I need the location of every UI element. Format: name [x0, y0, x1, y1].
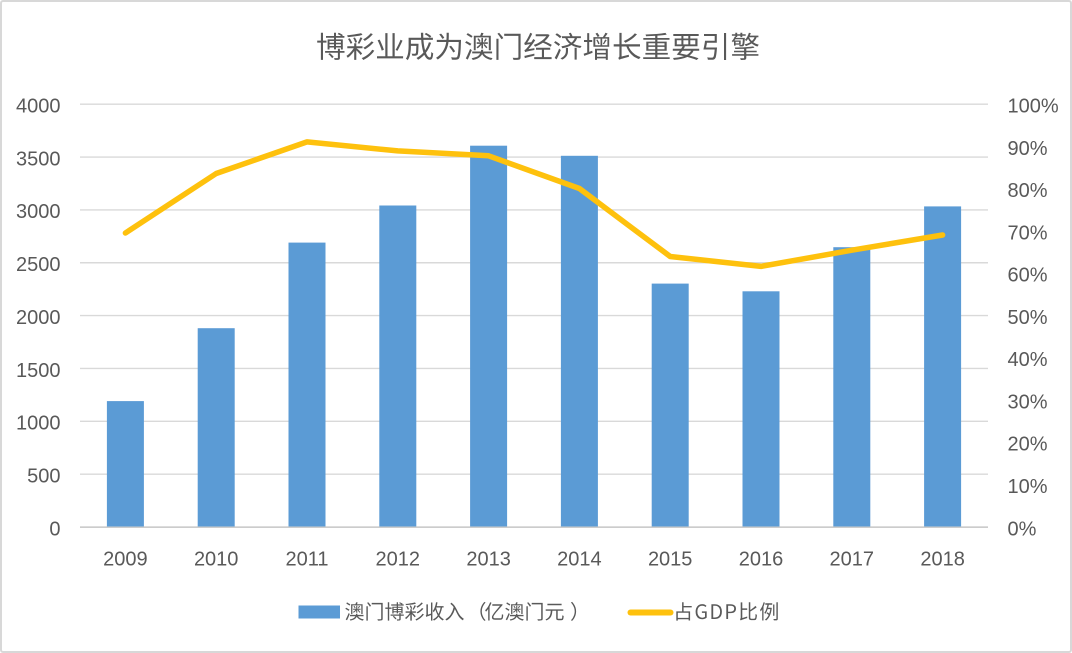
svg-text:1000: 1000 — [16, 413, 61, 435]
svg-text:2015: 2015 — [648, 548, 693, 570]
svg-text:40%: 40% — [1008, 349, 1048, 371]
svg-text:2018: 2018 — [920, 548, 965, 570]
svg-text:90%: 90% — [1008, 138, 1048, 160]
svg-text:2500: 2500 — [16, 254, 61, 276]
svg-text:1500: 1500 — [16, 360, 61, 382]
svg-text:2017: 2017 — [830, 548, 875, 570]
svg-text:70%: 70% — [1008, 222, 1048, 244]
svg-text:30%: 30% — [1008, 392, 1048, 414]
svg-text:500: 500 — [27, 465, 60, 487]
svg-text:10%: 10% — [1008, 476, 1048, 498]
svg-text:50%: 50% — [1008, 307, 1048, 329]
svg-text:2011: 2011 — [285, 548, 328, 570]
svg-text:2014: 2014 — [557, 548, 602, 570]
svg-text:20%: 20% — [1008, 434, 1048, 456]
svg-text:3500: 3500 — [16, 148, 61, 170]
svg-text:2013: 2013 — [466, 548, 511, 570]
svg-text:2012: 2012 — [376, 548, 421, 570]
svg-text:0%: 0% — [1008, 518, 1037, 540]
svg-text:4000: 4000 — [16, 96, 61, 118]
svg-text:60%: 60% — [1008, 265, 1048, 287]
svg-text:3000: 3000 — [16, 201, 61, 223]
svg-text:2000: 2000 — [16, 307, 61, 329]
svg-text:0: 0 — [49, 518, 60, 540]
svg-text:80%: 80% — [1008, 180, 1048, 202]
svg-text:2009: 2009 — [103, 548, 148, 570]
svg-text:100%: 100% — [1008, 96, 1059, 118]
svg-text:2010: 2010 — [194, 548, 239, 570]
svg-text:2016: 2016 — [739, 548, 784, 570]
